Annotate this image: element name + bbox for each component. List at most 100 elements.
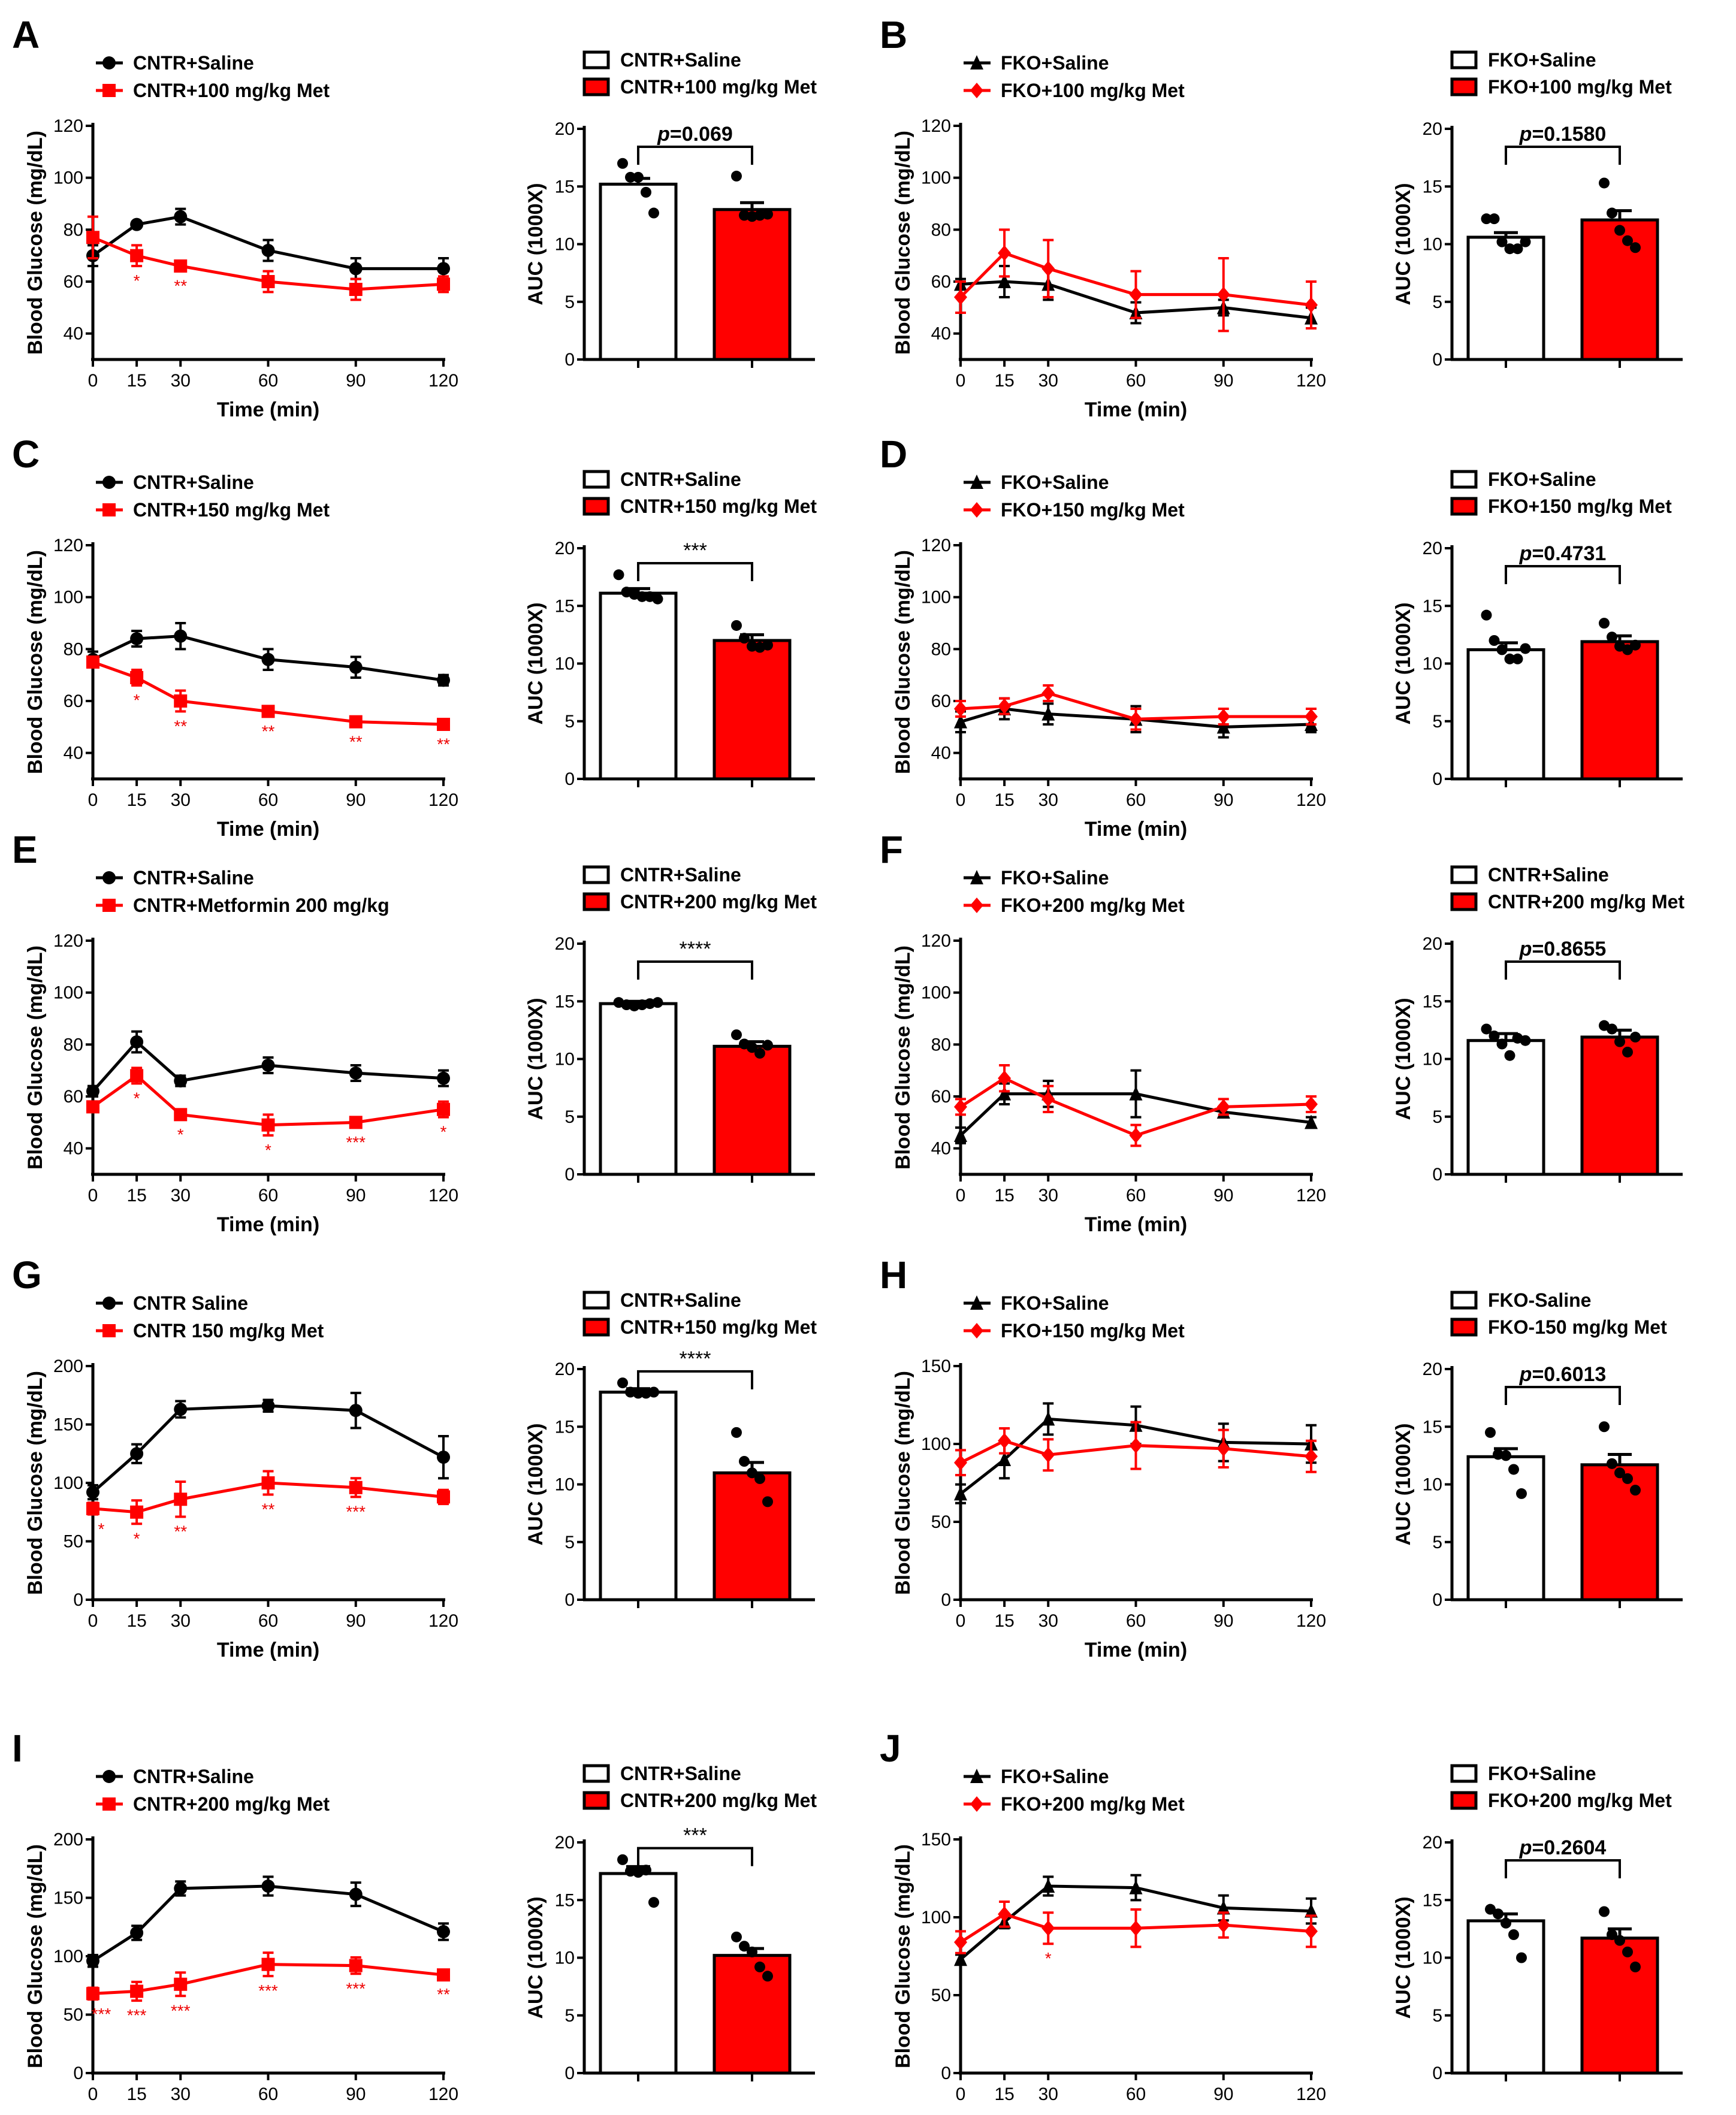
panel-letter: J xyxy=(880,1727,901,1770)
individual-point xyxy=(1485,1427,1496,1438)
significance-star: ** xyxy=(174,717,187,735)
x-axis-label: Time (min) xyxy=(1085,818,1187,841)
y-tick-label: 200 xyxy=(53,1356,83,1376)
individual-point xyxy=(1512,243,1523,255)
y-tick-label: 100 xyxy=(921,588,951,608)
individual-point xyxy=(762,1040,773,1051)
legend-marker xyxy=(102,1797,116,1811)
individual-point xyxy=(731,1931,742,1942)
x-tick-label: 90 xyxy=(1213,790,1233,810)
data-point xyxy=(998,1906,1012,1922)
y-axis-label: Blood Glucose (mg/dL) xyxy=(892,131,914,355)
individual-point xyxy=(1622,644,1633,655)
individual-point xyxy=(762,209,773,220)
legend-marker xyxy=(970,1769,983,1783)
bar-y-tick-label: 15 xyxy=(1423,1417,1442,1437)
individual-point xyxy=(1493,1908,1503,1920)
p-value: *** xyxy=(683,1824,707,1847)
bar xyxy=(1466,648,1545,781)
panel-letter: C xyxy=(12,433,40,476)
individual-point xyxy=(762,1971,773,1982)
y-tick-label: 50 xyxy=(64,1532,83,1552)
significance-star: *** xyxy=(92,2005,111,2023)
bar-y-tick-label: 15 xyxy=(555,1890,575,1910)
individual-point xyxy=(1500,1917,1511,1929)
individual-point xyxy=(731,620,742,631)
data-point xyxy=(1216,1900,1230,1915)
x-tick-label: 30 xyxy=(171,790,191,810)
legend-marker xyxy=(102,1297,116,1310)
y-tick-label: 200 xyxy=(53,1830,83,1850)
bar-y-axis-label: AUC (1000X) xyxy=(1392,998,1415,1120)
individual-point xyxy=(1607,632,1617,643)
significance-star: ** xyxy=(437,1985,450,2004)
significance-star: ** xyxy=(174,277,187,295)
data-point xyxy=(86,1501,99,1515)
individual-point xyxy=(747,1467,757,1479)
x-tick-label: 15 xyxy=(126,2084,146,2104)
bar-y-tick-label: 10 xyxy=(1423,1475,1442,1495)
significance-bracket xyxy=(637,562,753,582)
individual-point xyxy=(739,1456,750,1467)
data-point xyxy=(349,660,363,674)
bar-legend-label: CNTR+Saline xyxy=(620,469,741,490)
data-point xyxy=(261,244,275,257)
bar-y-tick-label: 15 xyxy=(1423,992,1442,1011)
x-tick-label: 0 xyxy=(88,371,98,391)
bar-legend-swatch xyxy=(1450,470,1478,489)
y-tick-label: 40 xyxy=(931,324,951,344)
data-point xyxy=(1041,1447,1055,1463)
bar-y-tick-label: 0 xyxy=(564,350,575,370)
data-point xyxy=(1041,261,1055,277)
p-value-text: =0.2604 xyxy=(1532,1836,1606,1859)
data-point xyxy=(1129,286,1143,303)
individual-point xyxy=(762,639,773,651)
data-point xyxy=(998,698,1012,714)
legend-marker xyxy=(970,1796,983,1812)
bar-y-tick-label: 5 xyxy=(1432,1533,1442,1552)
bar-legend-swatch xyxy=(1450,1764,1478,1783)
data-point xyxy=(261,275,275,288)
p-value-text: **** xyxy=(680,938,711,960)
individual-point xyxy=(1504,653,1515,664)
bar-y-tick-label: 10 xyxy=(555,654,575,674)
series-line xyxy=(959,1417,1312,1495)
individual-point xyxy=(1630,1961,1641,1972)
legend-label: FKO+Saline xyxy=(1001,1292,1109,1314)
bar-legend-swatch xyxy=(1450,1318,1478,1337)
significance-star: *** xyxy=(346,1133,366,1152)
data-point xyxy=(261,652,275,666)
x-tick-label: 30 xyxy=(1038,1186,1058,1205)
data-point xyxy=(954,1934,967,1950)
bar-legend-label: CNTR+100 mg/kg Met xyxy=(620,76,817,98)
x-tick-label: 120 xyxy=(428,790,458,810)
x-tick-label: 60 xyxy=(1126,790,1146,810)
significance-star: * xyxy=(177,1125,184,1144)
panel-letter: I xyxy=(12,1727,23,1770)
bar-legend-label: CNTR+200 mg/kg Met xyxy=(620,1790,817,1811)
x-tick-label: 0 xyxy=(956,1186,966,1205)
individual-point xyxy=(739,633,750,644)
bar-y-axis-label: AUC (1000X) xyxy=(1392,1423,1415,1545)
significance-star: ** xyxy=(349,732,363,751)
individual-point xyxy=(1607,1458,1617,1469)
bar-y-tick-label: 15 xyxy=(555,992,575,1011)
x-axis-label: Time (min) xyxy=(217,398,319,421)
data-point xyxy=(261,1957,275,1971)
legend-marker xyxy=(970,1295,983,1310)
panel-letter: F xyxy=(880,828,903,871)
data-point xyxy=(1041,706,1055,721)
bar-y-tick-label: 20 xyxy=(555,1359,575,1379)
bar-y-tick-label: 5 xyxy=(1432,1107,1442,1127)
data-point xyxy=(1041,685,1055,701)
panel-letter: G xyxy=(12,1253,42,1297)
bar-y-tick-label: 15 xyxy=(555,177,575,197)
panel-letter: A xyxy=(12,13,40,56)
legend-marker xyxy=(102,84,116,97)
bar-legend-label: CNTR+Saline xyxy=(620,864,741,886)
series-line xyxy=(92,236,444,291)
panel-letter: E xyxy=(12,828,38,871)
y-tick-label: 40 xyxy=(64,1139,83,1159)
data-point xyxy=(349,1116,363,1129)
